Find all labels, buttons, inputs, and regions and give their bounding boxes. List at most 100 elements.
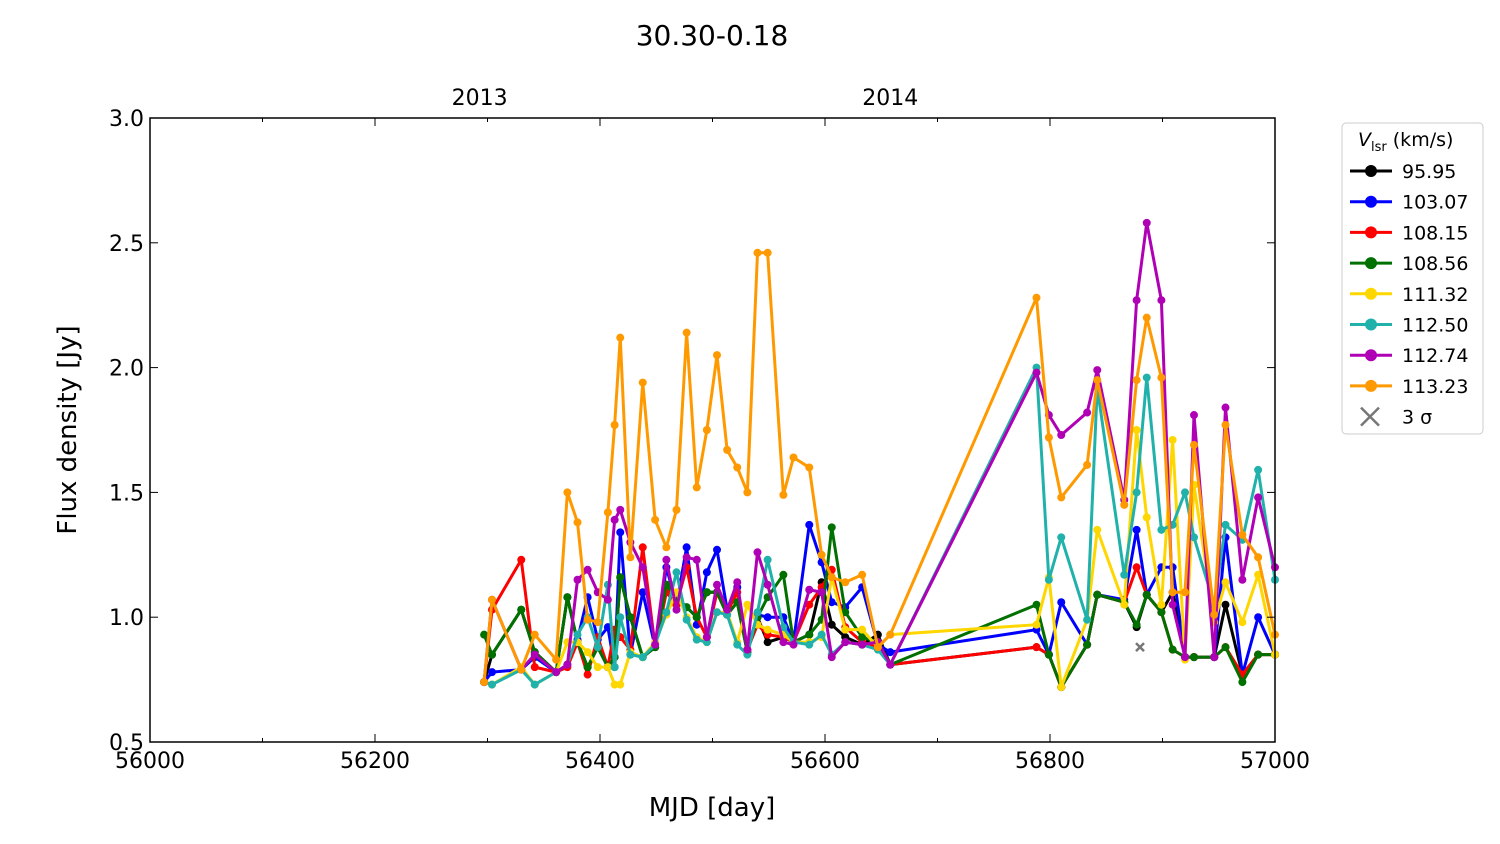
- data-point: [1157, 296, 1166, 305]
- data-point: [488, 668, 496, 677]
- data-point: [827, 573, 836, 582]
- data-point: [805, 640, 814, 649]
- legend-swatch-marker: [1365, 195, 1377, 208]
- legend-label: 103.07: [1402, 192, 1468, 214]
- data-point: [603, 508, 612, 517]
- data-point: [1157, 525, 1166, 534]
- data-point: [610, 680, 619, 689]
- data-point: [1032, 600, 1041, 609]
- data-point: [593, 663, 602, 672]
- data-point: [702, 426, 711, 434]
- data-point: [583, 663, 592, 672]
- top-year-label: 2014: [862, 86, 918, 111]
- data-point: [763, 625, 772, 634]
- x-tick-label: 56600: [790, 749, 860, 774]
- series-112.74: [480, 218, 1279, 687]
- data-point: [1093, 525, 1102, 534]
- data-point: [733, 578, 742, 587]
- data-point: [1221, 421, 1230, 430]
- data-point: [733, 640, 742, 649]
- data-point: [1057, 533, 1066, 542]
- data-point: [672, 605, 681, 614]
- data-point: [753, 608, 762, 617]
- series-line: [483, 428, 1277, 689]
- data-point: [626, 613, 635, 622]
- data-point: [1181, 488, 1189, 497]
- data-point: [638, 378, 647, 387]
- data-point: [858, 570, 867, 579]
- data-point: [1157, 608, 1166, 617]
- x-tick-label: 57000: [1240, 749, 1310, 774]
- data-point: [610, 515, 619, 524]
- data-point: [723, 605, 732, 614]
- data-point: [616, 528, 625, 537]
- data-point: [713, 580, 721, 589]
- data-point: [827, 620, 836, 629]
- data-point: [616, 613, 625, 622]
- data-point: [530, 630, 539, 639]
- data-point: [789, 453, 798, 462]
- data-point: [1093, 376, 1102, 385]
- data-point: [841, 638, 850, 647]
- data-point: [610, 421, 619, 430]
- data-point: [805, 585, 814, 594]
- legend-label: 112.50: [1402, 315, 1468, 337]
- data-point: [858, 640, 867, 649]
- data-point: [817, 550, 826, 559]
- data-point: [682, 553, 691, 562]
- data-point: [1142, 373, 1151, 382]
- data-point: [530, 650, 539, 659]
- data-point: [805, 630, 814, 639]
- data-point: [626, 553, 635, 562]
- data-point: [702, 568, 711, 577]
- legend-label: 3 σ: [1402, 407, 1432, 429]
- y-tick-label: 0.5: [109, 731, 144, 756]
- data-point: [1057, 598, 1066, 607]
- data-point: [530, 663, 539, 672]
- data-point: [841, 578, 850, 587]
- data-point: [886, 660, 895, 669]
- three-sigma-marker: [1135, 642, 1145, 653]
- plot-area: [480, 218, 1279, 692]
- data-point: [713, 351, 721, 360]
- data-point: [1238, 618, 1247, 627]
- data-point: [858, 625, 867, 634]
- data-point: [488, 595, 496, 604]
- data-point: [763, 555, 772, 564]
- data-point: [682, 543, 691, 552]
- data-point: [1044, 575, 1053, 584]
- legend-swatch-marker: [1365, 165, 1377, 177]
- data-point: [1083, 615, 1092, 624]
- data-point: [743, 488, 752, 497]
- data-point: [593, 618, 602, 627]
- data-point: [817, 588, 826, 597]
- data-point: [583, 565, 592, 574]
- x-mark-icon: [1360, 406, 1380, 427]
- legend-label: 113.23: [1402, 376, 1468, 398]
- data-point: [1168, 600, 1177, 609]
- data-point: [1032, 368, 1041, 377]
- data-point: [1254, 465, 1263, 474]
- data-point: [1168, 645, 1177, 654]
- data-point: [1190, 653, 1198, 662]
- data-point: [573, 575, 582, 584]
- data-point: [817, 630, 826, 639]
- legend-item: 113.23: [1350, 376, 1468, 398]
- legend-label: 111.32: [1402, 284, 1468, 306]
- legend-item: 112.74: [1350, 345, 1468, 367]
- data-point: [713, 608, 721, 617]
- series-line: [482, 525, 1275, 689]
- data-point: [779, 638, 788, 647]
- legend-title: Vlsr (km/s): [1358, 129, 1453, 155]
- data-point: [651, 515, 660, 524]
- y-tick-label: 1.0: [109, 606, 144, 631]
- data-point: [827, 523, 836, 532]
- data-point: [827, 653, 836, 662]
- data-point: [662, 555, 671, 564]
- x-mark: [1135, 642, 1145, 653]
- data-point: [743, 645, 752, 654]
- data-point: [583, 670, 592, 679]
- data-point: [805, 600, 814, 609]
- data-point: [638, 653, 647, 662]
- data-point: [692, 555, 701, 564]
